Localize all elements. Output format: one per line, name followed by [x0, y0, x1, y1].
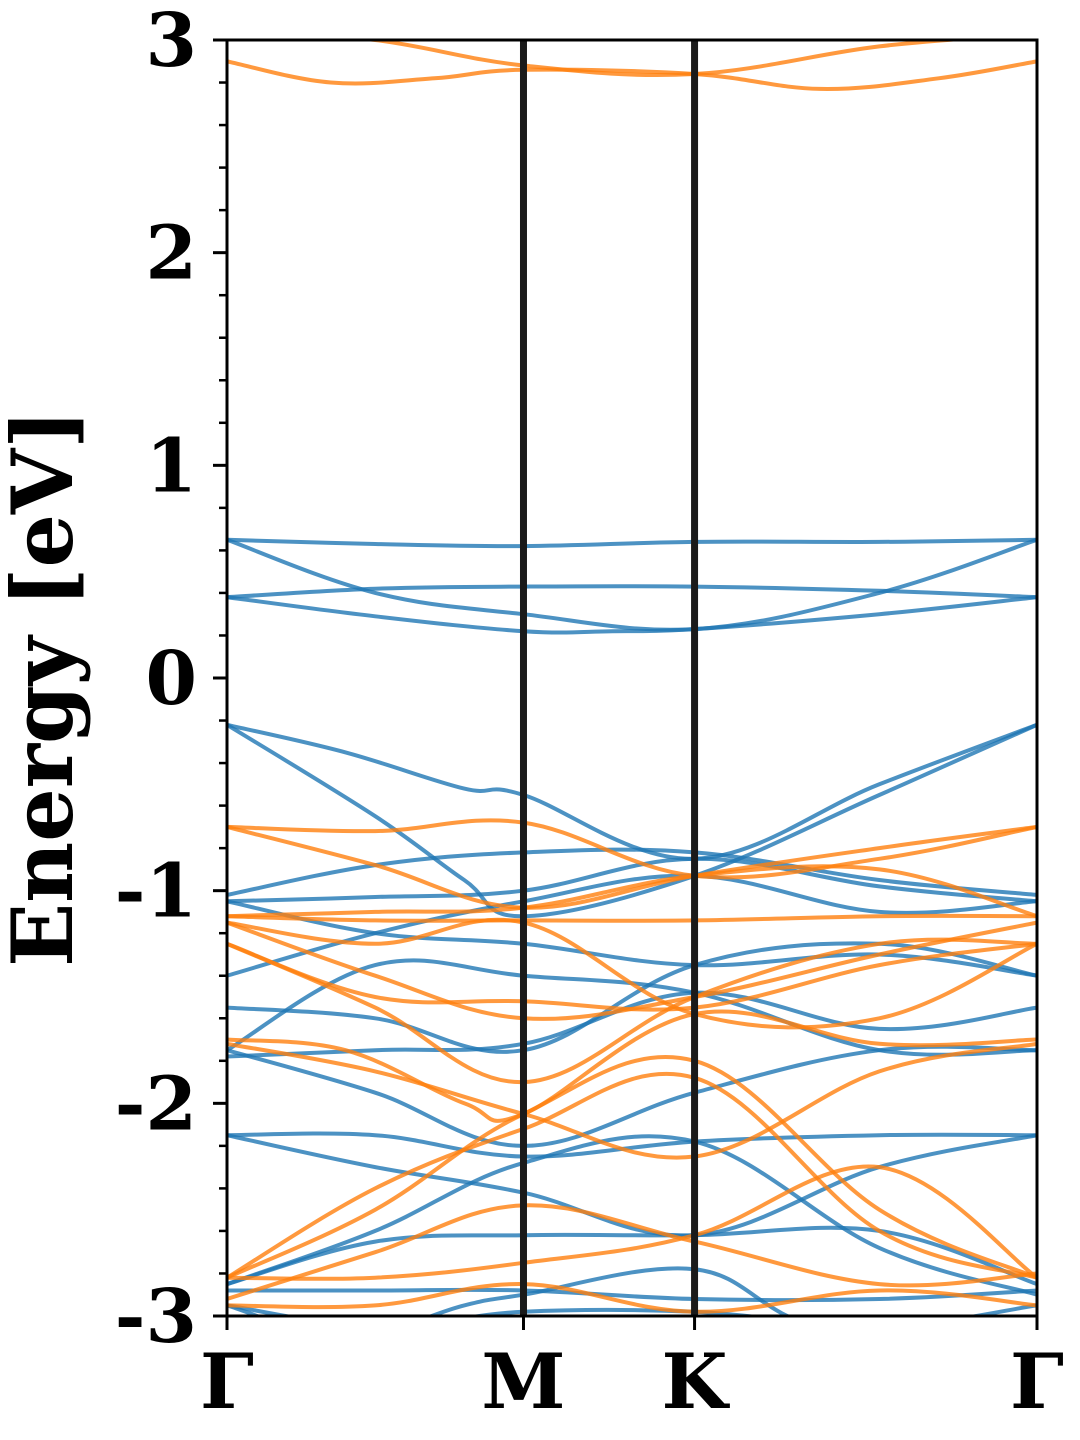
y-tick-label: 1 — [146, 423, 198, 509]
y-tick-label: -2 — [115, 1061, 197, 1147]
band-line-orange-25 — [227, 864, 1037, 919]
band-line-orange-23 — [227, 818, 1037, 880]
band-line-orange-33 — [227, 1054, 1037, 1280]
kpoint-label: Γ — [1010, 1337, 1064, 1426]
band-line-orange-0 — [356, 40, 973, 78]
y-tick-label: 3 — [146, 0, 198, 84]
band-line-orange-24 — [227, 824, 1037, 910]
series-layer — [227, 40, 1037, 1316]
band-line-orange-27 — [227, 920, 1037, 1021]
plot-frame — [225, 38, 1039, 1318]
band-line-blue-2 — [227, 537, 1037, 549]
y-tick-label: 0 — [146, 636, 198, 722]
band-line-blue-4 — [227, 584, 1037, 600]
band-line-blue-9 — [227, 856, 1037, 904]
band-line-orange-31 — [227, 1009, 1037, 1123]
band-line-orange-28 — [227, 917, 1037, 1030]
band-line-orange-29 — [227, 941, 1037, 1012]
band-line-blue-6 — [227, 722, 1037, 861]
y-ticks: -3 -2 -1 0 1 2 3 — [115, 0, 227, 1360]
band-line-orange-1 — [227, 59, 1037, 91]
kpoint-label: M — [481, 1337, 565, 1426]
y-tick-label: 2 — [146, 211, 198, 297]
y-axis-label: Energy [eV] — [0, 409, 92, 967]
band-line-blue-15 — [227, 1044, 1037, 1148]
band-line-orange-32 — [227, 1041, 1037, 1160]
kpoint-dividers — [519, 40, 699, 1316]
band-line-orange-30 — [227, 937, 1037, 1085]
kpoint-label: K — [662, 1337, 731, 1426]
band-line-blue-19 — [227, 1225, 1037, 1287]
band-line-blue-17 — [227, 1133, 1037, 1238]
band-line-orange-35 — [227, 1164, 1037, 1281]
band-line-blue-20 — [227, 1287, 1037, 1303]
band-line-blue-13 — [227, 958, 1037, 1057]
band-line-blue-5 — [227, 595, 1037, 635]
band-line-orange-34 — [227, 1071, 1037, 1280]
band-line-blue-7 — [227, 722, 1037, 919]
y-tick-label: -3 — [115, 1274, 197, 1360]
band-line-blue-8 — [227, 847, 1037, 897]
band-line-blue-11 — [227, 899, 1037, 978]
band-line-orange-36 — [227, 1203, 1037, 1301]
band-line-blue-16 — [227, 1131, 1037, 1159]
y-tick-label: -1 — [115, 849, 197, 935]
band-line-orange-37 — [227, 1282, 1037, 1314]
band-line-blue-21 — [227, 1303, 1037, 1316]
band-line-blue-10 — [227, 873, 1037, 978]
band-line-orange-26 — [227, 913, 1037, 923]
band-line-blue-18 — [227, 1134, 1037, 1297]
kpoint-label: Γ — [200, 1337, 254, 1426]
